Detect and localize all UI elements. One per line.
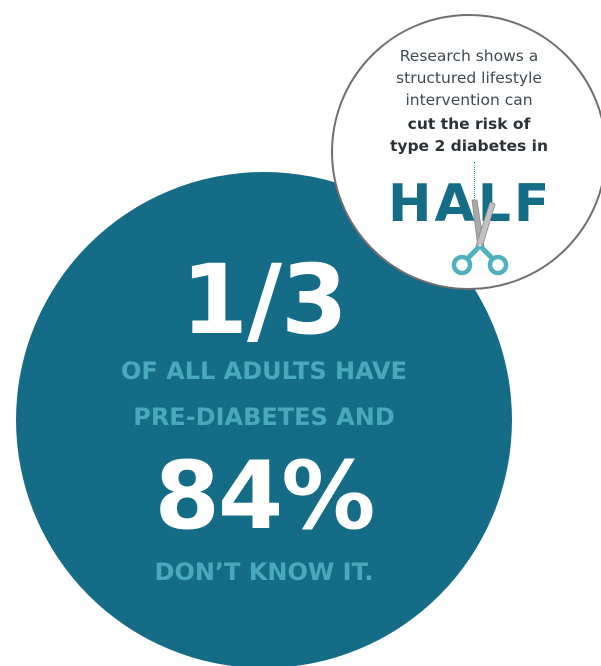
callout-circle bbox=[331, 14, 601, 290]
callout-text-line-1: Research shows a bbox=[399, 47, 539, 65]
stat-label-line-2: PRE-DIABETES AND bbox=[133, 403, 395, 431]
scissors-icon bbox=[451, 199, 509, 276]
stat-label-line-1: OF ALL ADULTS HAVE bbox=[121, 357, 407, 385]
callout-text-line-4: cut the risk of bbox=[407, 115, 531, 133]
callout-text-line-2: structured lifestyle bbox=[396, 69, 542, 87]
cut-line bbox=[474, 162, 475, 210]
stat-percentage: 84% bbox=[154, 442, 376, 551]
stat-label-line-3: DON’T KNOW IT. bbox=[154, 558, 374, 586]
callout-text-line-3: intervention can bbox=[405, 91, 533, 109]
half-word: HALF bbox=[388, 174, 553, 234]
stat-one-third: 1/3 bbox=[181, 244, 348, 356]
callout-text-line-5: type 2 diabetes in bbox=[389, 137, 549, 155]
